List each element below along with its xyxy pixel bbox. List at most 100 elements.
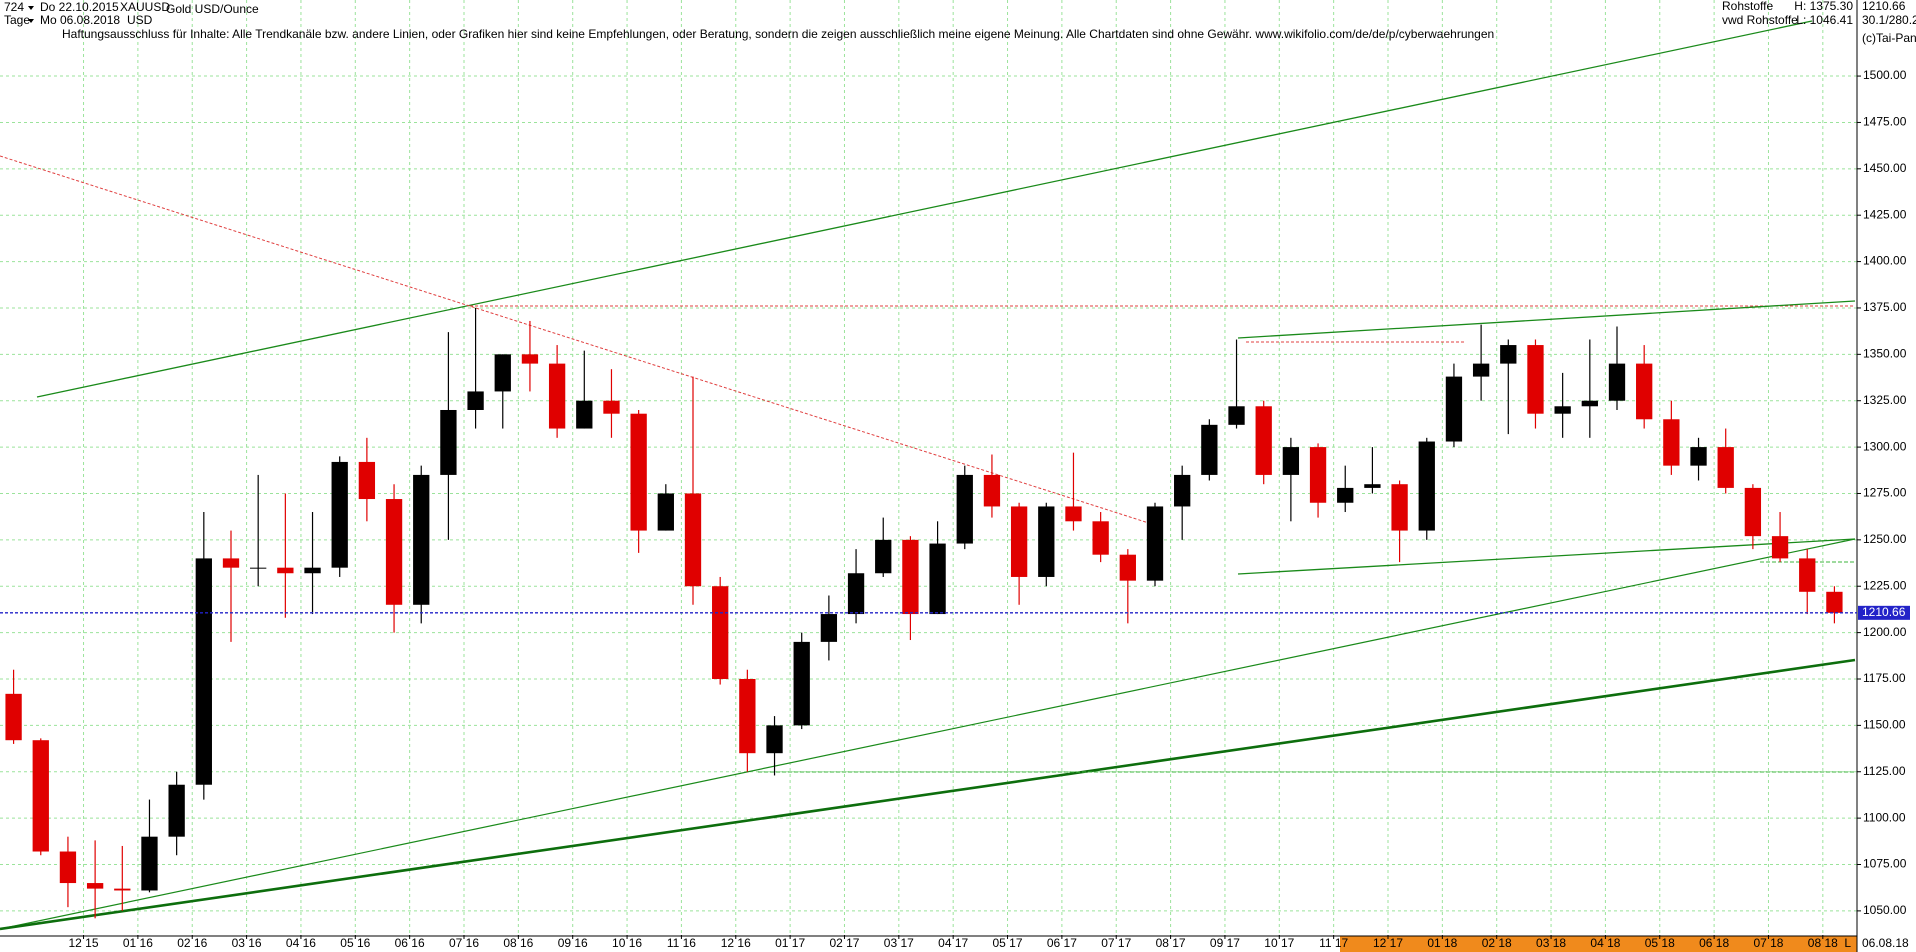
- candle-body: [32, 740, 49, 852]
- candle-body: [59, 851, 77, 884]
- candle-body: [195, 558, 212, 785]
- candle-body: [1228, 406, 1245, 425]
- candle-body: [413, 474, 430, 605]
- period-strip: [1340, 936, 1857, 952]
- dropdown-arrow[interactable]: [28, 19, 34, 23]
- y-tick-label: 1450.00: [1863, 161, 1907, 175]
- x-tick-label: 04 18: [1590, 936, 1620, 950]
- candle-body: [114, 888, 131, 891]
- candle-body: [956, 474, 973, 544]
- trend-line: [1237, 300, 1856, 339]
- x-tick-label: 02 17: [829, 936, 859, 950]
- x-tick-label: 03 16: [232, 936, 262, 950]
- candle-body: [712, 586, 729, 679]
- candle-body: [1690, 447, 1707, 466]
- y-tick-label: 1100.00: [1863, 810, 1906, 824]
- y-tick-label: 1075.00: [1863, 857, 1907, 871]
- candle-body: [250, 567, 267, 569]
- x-tick-label: 05 17: [993, 936, 1023, 950]
- candle-body: [1581, 400, 1598, 407]
- x-tick-label: 01 16: [123, 936, 153, 950]
- y-tick-label: 1225.00: [1863, 578, 1907, 592]
- candle-body: [1554, 406, 1571, 414]
- interval[interactable]: Tage: [4, 13, 30, 27]
- source: Rohstoffe: [1722, 0, 1773, 13]
- candle-body: [168, 784, 185, 837]
- x-tick-label: 05 18: [1645, 936, 1675, 950]
- candle-body: [1065, 506, 1082, 522]
- x-tick-label: 03 18: [1536, 936, 1566, 950]
- copyright: (c)Tai-Pan: [1862, 31, 1916, 45]
- candle-body: [1092, 521, 1109, 555]
- candle-body: [576, 400, 593, 429]
- candle-body: [1010, 506, 1028, 577]
- candle-body: [1201, 424, 1218, 475]
- candle-body: [521, 354, 539, 364]
- candle-body: [1174, 474, 1191, 507]
- x-tick-label: 04 17: [938, 936, 968, 950]
- y-tick-label: 1500.00: [1863, 68, 1907, 82]
- candle-body: [1119, 554, 1136, 581]
- series-id: 724: [4, 0, 24, 14]
- candle-body: [1337, 487, 1354, 503]
- x-tick-label: 11 16: [667, 936, 696, 950]
- candle-body: [1364, 484, 1381, 488]
- candle-body: [440, 409, 457, 475]
- trend-lines: [0, 20, 1856, 931]
- candle-body: [1309, 447, 1327, 503]
- candle-body: [1771, 536, 1789, 559]
- symbol: XAUUSD: [120, 0, 170, 14]
- x-tick-label: 06 16: [395, 936, 425, 950]
- disclaimer: Haftungsausschluss für Inhalte: Alle Tre…: [62, 27, 1494, 41]
- end-date: Mo 06.08.2018: [40, 13, 120, 27]
- x-tick-label: 07 17: [1101, 936, 1131, 950]
- x-tick-label: 11 17: [1319, 936, 1348, 950]
- y-tick-label: 1375.00: [1863, 300, 1907, 314]
- candle-body: [5, 693, 22, 741]
- x-tick-label: 12 16: [721, 936, 751, 950]
- y-tick-label: 1200.00: [1863, 625, 1907, 639]
- trend-line: [1237, 538, 1856, 575]
- candle-body: [1445, 376, 1463, 442]
- candle-body: [1418, 441, 1435, 531]
- dropdown-arrow[interactable]: [28, 6, 34, 10]
- candle-body: [1608, 363, 1626, 401]
- trend-line: [0, 658, 1856, 931]
- x-tick-label: 06 17: [1047, 936, 1077, 950]
- y-tick-label: 1050.00: [1863, 903, 1907, 917]
- candle-body: [1472, 363, 1490, 377]
- y-tick-label: 1250.00: [1863, 532, 1907, 546]
- footer-flag: L: [1844, 936, 1851, 950]
- candle-body: [1500, 345, 1517, 364]
- candle-body: [739, 678, 756, 754]
- y-tick-label: 1425.00: [1863, 207, 1907, 221]
- y-tick-label: 1275.00: [1863, 486, 1907, 500]
- x-tick-label: 07 18: [1753, 936, 1783, 950]
- candle-body: [983, 474, 1001, 507]
- candle-body: [929, 543, 946, 615]
- candle-body: [657, 493, 674, 531]
- y-tick-label: 1125.00: [1863, 764, 1906, 778]
- candle-body: [902, 539, 919, 615]
- candle-body: [793, 641, 810, 726]
- candle-body: [766, 725, 783, 754]
- candle-body: [222, 558, 240, 568]
- last-price-box: [1858, 605, 1910, 620]
- start-date: Do 22.10.2015: [40, 0, 119, 14]
- x-tick-label: 12 15: [69, 936, 99, 950]
- x-tick-label: 02 16: [177, 936, 207, 950]
- candle-body: [358, 461, 376, 500]
- y-tick-label: 1150.00: [1863, 718, 1906, 732]
- trend-line: [0, 538, 1856, 930]
- candle-body: [1282, 447, 1300, 475]
- x-tick-label: 06 18: [1699, 936, 1729, 950]
- trend-line: [36, 20, 1813, 398]
- candles: [5, 307, 1843, 919]
- candle-body: [1717, 447, 1734, 488]
- chart-title: Gold USD/Ounce: [166, 2, 259, 16]
- x-tick-label: 09 16: [558, 936, 588, 950]
- candle-body: [1391, 484, 1408, 531]
- candle-body: [304, 567, 321, 574]
- header-price: 1210.66: [1862, 0, 1906, 13]
- footer-date: 06.08.18: [1862, 936, 1909, 950]
